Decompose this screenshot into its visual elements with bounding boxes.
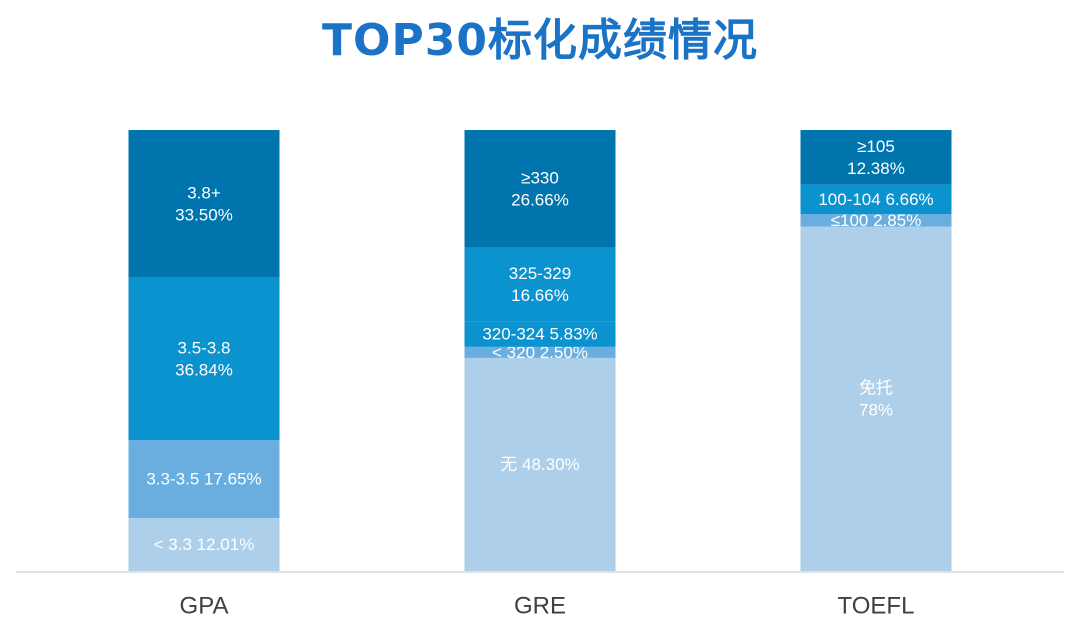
data-label-gpa-1: 3.3-3.5 17.65%: [146, 470, 261, 489]
data-label-gre-0: 无 48.30%: [500, 455, 579, 474]
data-label-toefl-3-line1: 12.38%: [847, 159, 905, 178]
bar-segment-toefl-3: [800, 130, 952, 185]
chart-title: TOP30标化成绩情况: [322, 15, 758, 66]
bar-segment-toefl-0: [800, 226, 952, 571]
data-label-toefl-0-line0: 免托: [859, 378, 893, 397]
bar-segment-gpa-0: [128, 518, 280, 571]
x-tick-label-gpa: GPA: [180, 593, 229, 620]
bar-segment-gpa-2: [128, 277, 280, 441]
data-label-gpa-3-line1: 33.50%: [175, 205, 233, 224]
bar-segment-toefl-2: [800, 184, 952, 215]
bar-segment-gre-2: [464, 321, 616, 347]
x-tick-label-toefl: TOEFL: [838, 593, 915, 620]
bar-segment-gpa-1: [128, 440, 280, 519]
data-label-gre-3-line1: 16.66%: [511, 286, 569, 305]
data-label-gpa-0: < 3.3 12.01%: [154, 535, 255, 554]
data-label-gpa-2-line1: 36.84%: [175, 360, 233, 379]
bar-segment-gre-0: [464, 357, 616, 571]
data-label-gre-2: 320-324 5.83%: [482, 324, 597, 343]
bar-segment-gre-1: [464, 346, 616, 358]
bar-segment-gre-3: [464, 247, 616, 322]
data-label-gre-4-line1: 26.66%: [511, 190, 569, 209]
data-label-gpa-2-line0: 3.5-3.8: [178, 338, 231, 357]
data-label-toefl-0-line1: 78%: [859, 400, 893, 419]
bar-stack-toefl: 免托 78% ≤100 2.85% 100-104 6.66% ≥105 12.38%: [800, 130, 952, 571]
data-label-toefl-2: 100-104 6.66%: [818, 190, 933, 209]
data-label-gre-3-line0: 325-329: [509, 264, 571, 283]
bar-segment-gre-4: [464, 130, 616, 248]
data-label-toefl-3-line0: ≥105: [857, 137, 895, 156]
bar-stack-gpa: < 3.3 12.01% 3.3-3.5 17.65% 3.5-3.8 36.84% 3…: [128, 130, 280, 571]
data-label-gre-1: < 320 2.50%: [492, 343, 588, 362]
bar-segment-toefl-1: [800, 214, 952, 227]
data-label-gpa-3-line0: 3.8+: [187, 183, 221, 202]
bar-segment-gpa-3: [128, 130, 280, 278]
x-tick-label-gre: GRE: [514, 593, 566, 620]
bar-stack-gre: 无 48.30% < 320 2.50%320-324 5.83% 325-329 1…: [464, 130, 616, 571]
data-label-gre-4-line0: ≥330: [521, 168, 559, 187]
data-label-toefl-1: ≤100 2.85%: [831, 211, 922, 230]
